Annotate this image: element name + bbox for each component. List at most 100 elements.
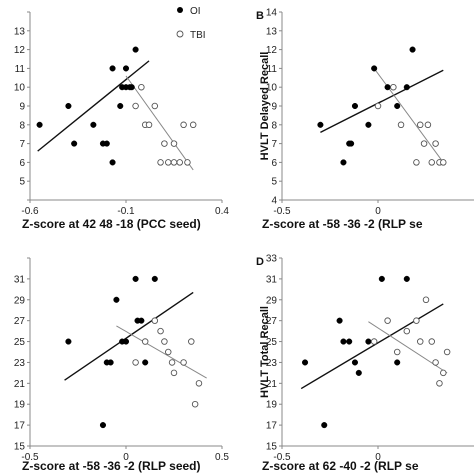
y-tick-label: 11 — [267, 64, 278, 75]
panel-d: 15 17 19 21 23 25 27 29 31 33 -0.5 0Z-score at 62 -… — [256, 254, 474, 473]
point-oi — [71, 140, 78, 147]
x-tick-label: -0.5 — [273, 206, 291, 217]
point-oi — [65, 338, 72, 345]
y-tick-label: 33 — [266, 254, 278, 265]
y-tick-label: 12 — [266, 45, 278, 56]
point-tbi — [132, 102, 139, 110]
x-tick-label: -0.5 — [273, 452, 291, 463]
point-tbi — [422, 296, 430, 304]
y-tick-label: 29 — [14, 295, 26, 306]
point-oi — [371, 65, 378, 72]
y-tick-label: 21 — [266, 379, 278, 390]
point-tbi — [161, 338, 168, 345]
y-tick-label: 9 — [271, 102, 277, 113]
point-tbi — [432, 140, 439, 147]
point-tbi — [191, 400, 199, 408]
y-tick-label: 29 — [266, 295, 278, 306]
x-axis-label: Z-score at 62 -40 -2 (RLP se — [262, 459, 419, 473]
y-tick-label: 19 — [266, 400, 278, 411]
point-tbi — [393, 348, 401, 356]
point-oi — [409, 46, 416, 53]
point-tbi — [413, 317, 420, 324]
y-tick-label: 8 — [271, 120, 277, 131]
point-oi — [340, 338, 347, 345]
point-tbi — [164, 159, 172, 166]
point-oi — [132, 275, 139, 282]
point-oi — [113, 296, 120, 303]
point-tbi — [370, 338, 378, 345]
x-tick-label: -0.5 — [21, 452, 39, 463]
panel-a: 5 6 7 8 9 10 11 12 13 -0.6 -0.1 0.4 Z-score at 42 48… — [14, 11, 229, 231]
y-tick-label: 25 — [14, 337, 26, 348]
point-oi — [346, 338, 353, 345]
point-oi — [122, 338, 130, 345]
point-tbi — [443, 348, 451, 356]
point-oi — [348, 140, 355, 147]
y-tick-label: 23 — [266, 358, 278, 369]
y-tick-label: 14 — [266, 8, 278, 19]
point-oi — [394, 102, 401, 110]
point-tbi — [161, 140, 168, 147]
y-tick-label: 4 — [271, 196, 277, 207]
point-oi — [340, 159, 347, 166]
point-tbi — [416, 121, 424, 129]
point-tbi — [164, 348, 172, 356]
point-tbi — [138, 83, 145, 91]
legend-tbi-marker — [176, 30, 184, 38]
point-tbi — [428, 338, 436, 345]
point-oi — [122, 65, 130, 72]
point-oi — [109, 159, 116, 166]
point-tbi — [180, 121, 187, 129]
point-tbi — [432, 359, 439, 366]
fit-line-tbi — [373, 68, 444, 163]
point-tbi — [151, 317, 159, 324]
point-oi — [90, 121, 97, 128]
x-tick-label: 0.5 — [215, 452, 229, 463]
fit-line-oi — [300, 303, 444, 390]
point-tbi — [428, 159, 436, 166]
point-tbi — [436, 380, 443, 387]
point-tbi — [390, 83, 397, 91]
x-tick-label: 0 — [123, 452, 129, 463]
y-tick-label: 31 — [14, 274, 26, 285]
point-oi — [301, 359, 309, 366]
x-axis-label: Z-score at -58 -36 -2 (RLP se — [262, 217, 423, 231]
y-tick-label: 27 — [266, 316, 278, 327]
point-oi — [394, 359, 401, 366]
point-tbi — [420, 140, 428, 147]
point-oi — [365, 338, 372, 345]
y-tick-label: 7 — [271, 139, 277, 150]
point-tbi — [132, 359, 139, 366]
point-oi — [365, 121, 372, 128]
point-tbi — [157, 159, 164, 166]
y-tick-label: 11 — [15, 64, 26, 75]
point-tbi — [403, 327, 411, 335]
fit-line-oi — [320, 69, 444, 133]
y-tick-label: 27 — [14, 316, 26, 327]
point-oi — [403, 84, 410, 91]
point-tbi — [141, 338, 149, 345]
point-oi — [378, 275, 385, 282]
y-tick-label: 10 — [266, 83, 278, 94]
point-tbi — [170, 159, 178, 166]
y-tick-label: 17 — [266, 421, 278, 432]
x-tick-label: -0.1 — [117, 206, 135, 217]
point-oi — [109, 65, 116, 72]
x-axis-label: Z-score at -58 -36 -2 (RLP seed) — [22, 459, 201, 473]
point-oi — [151, 275, 158, 282]
point-oi — [107, 359, 114, 366]
point-tbi — [188, 338, 195, 345]
point-tbi — [374, 102, 382, 110]
point-tbi — [195, 380, 203, 387]
point-oi — [336, 317, 343, 324]
point-tbi — [176, 159, 184, 166]
legend: OI TBI — [176, 6, 206, 41]
fit-line-tbi — [116, 325, 207, 379]
point-tbi — [413, 159, 420, 166]
point-oi — [138, 317, 145, 324]
point-oi — [117, 102, 124, 110]
fit-line-oi — [64, 291, 194, 381]
legend-oi-label: OI — [190, 6, 201, 17]
fit-line-tbi — [125, 75, 194, 171]
